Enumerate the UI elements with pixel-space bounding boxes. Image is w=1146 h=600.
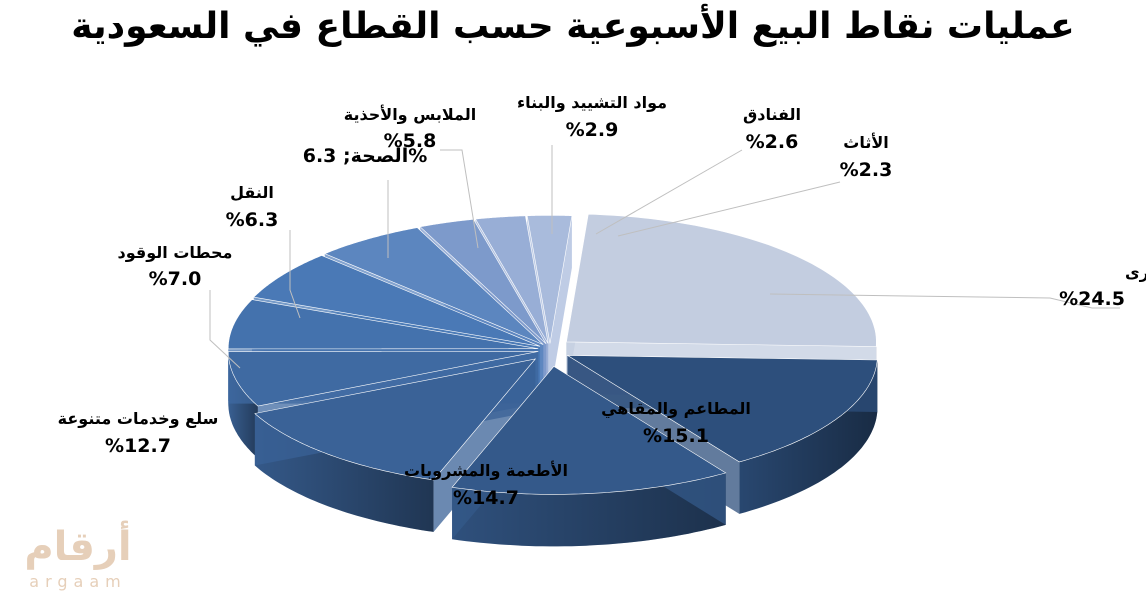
slice-top-6: [253, 255, 541, 347]
slice-name-5: النقل: [230, 183, 274, 202]
slice-value-3: %12.7: [105, 435, 171, 457]
leader-line-10: [617, 181, 841, 237]
slice-name-8: مواد التشييد والبناء: [517, 93, 667, 112]
logo-arabic-text: أرقام: [24, 524, 132, 570]
leader-line-4: [289, 230, 301, 319]
chart-title: عمليات نقاط البيع الأسبوعية حسب القطاع ف…: [71, 6, 1075, 47]
slice-name-0: أخرى: [1125, 262, 1146, 282]
slice-name-4: محطات الوقود: [118, 243, 233, 262]
slice-wall-10-1: [549, 215, 572, 396]
slice-name-9: الفنادق: [743, 105, 801, 124]
leader-line-3: [209, 290, 241, 369]
slice-top-5: [227, 299, 539, 350]
slice-top-4: [228, 351, 539, 407]
leader-line-7: [440, 149, 479, 249]
slice-name-3: سلع وخدمات متنوعة: [58, 409, 219, 428]
slice-name-7: الملابس والأحذية: [344, 105, 476, 124]
slice-value-5: %6.3: [226, 209, 279, 231]
slice-top-3: [254, 358, 537, 481]
slice-side-shade-1: [739, 360, 878, 514]
slice-name-2: الأطعمة والمشروبات: [404, 461, 568, 480]
slice-name-1: المطاعم والمقاهي: [601, 399, 751, 419]
slice-value-10: %2.3: [840, 159, 893, 181]
logo-latin-text: argaam: [29, 572, 127, 591]
slice-label-6: الصحة; 6.3%: [303, 145, 428, 167]
slice-value-8: %2.9: [566, 119, 619, 141]
slice-top-1: [566, 355, 878, 463]
slice-top-9: [474, 215, 549, 344]
slice-value-9: %2.6: [746, 131, 799, 153]
slice-value-0: %24.5: [1059, 288, 1125, 310]
slice-name-10: الأثاث: [843, 133, 889, 152]
slice-value-7: %5.8: [384, 130, 437, 152]
slice-top-0: [566, 213, 877, 347]
slice-top-7: [323, 227, 544, 345]
slice-side-shade-2: [452, 472, 726, 547]
slice-top-10: [526, 215, 573, 344]
slice-value-2: %14.7: [453, 487, 519, 509]
argaam-logo: أرقام argaam: [8, 522, 148, 596]
leader-line-9: [595, 149, 743, 235]
leader-line-0: [769, 293, 1120, 309]
slice-top-2: [451, 366, 727, 495]
slice-side-shade-4: [228, 351, 258, 458]
slice-top-8: [419, 218, 547, 345]
slice-value-1: %15.1: [643, 425, 709, 447]
slice-value-4: %7.0: [149, 268, 202, 290]
